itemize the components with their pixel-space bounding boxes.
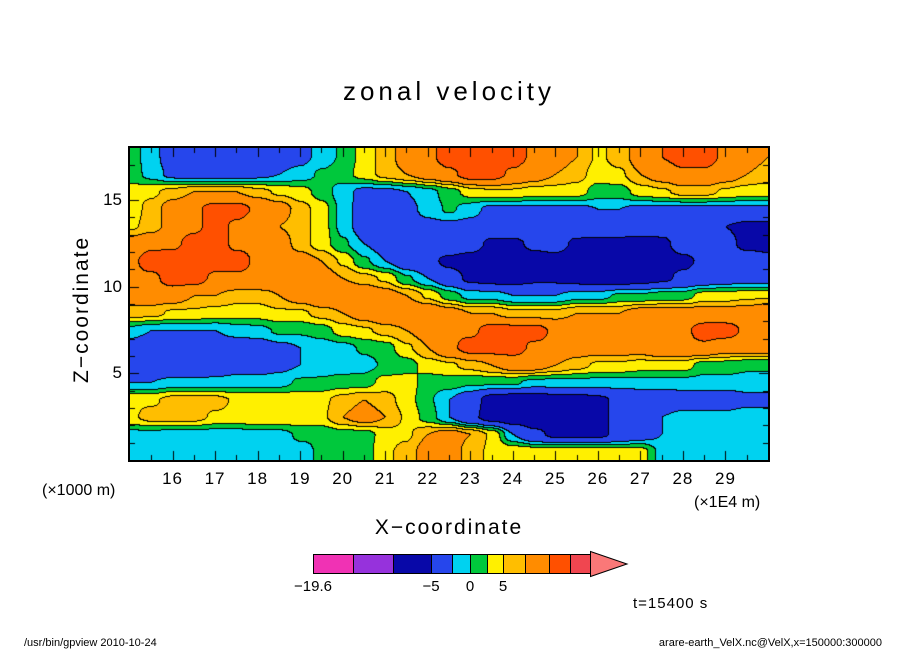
x-tick-label: 19: [289, 469, 311, 488]
colorbar-arrow: [590, 550, 629, 578]
y-axis-label: Z−coordinate: [70, 235, 93, 383]
colorbar-segment: [452, 554, 471, 574]
x-tick-label: 18: [247, 469, 269, 488]
colorbar-tick-label: −19.6: [294, 578, 332, 595]
x-tick-label: 23: [459, 469, 481, 488]
colorbar-tick-label: −5: [422, 578, 440, 595]
plot-title: zonal velocity: [342, 76, 556, 106]
x-tick-label: 21: [374, 469, 396, 488]
footer-command: /usr/bin/gpview 2010-10-24: [24, 637, 157, 649]
x-tick-label: 22: [417, 469, 439, 488]
x-tick-label: 25: [544, 469, 566, 488]
colorbar-tick-label: 0: [465, 578, 475, 595]
colorbar-segment: [313, 554, 354, 574]
colorbar-segment: [393, 554, 432, 574]
colorbar-segment: [353, 554, 394, 574]
colorbar: [313, 550, 643, 578]
x-tick-label: 20: [332, 469, 354, 488]
colorbar-segment: [549, 554, 571, 574]
x-axis-unit: (×1E4 m): [694, 494, 761, 511]
y-tick-label: 15: [103, 190, 122, 209]
x-tick-label: 17: [204, 469, 226, 488]
x-tick-label: 28: [672, 469, 694, 488]
colorbar-tick-label: 5: [498, 578, 508, 595]
time-annotation: t=15400 s: [633, 595, 709, 612]
y-axis-unit: (×1000 m): [42, 482, 116, 499]
x-tick-label: 27: [629, 469, 651, 488]
footer-filename: arare-earth_VelX.nc@VelX,x=150000:300000: [658, 637, 882, 649]
x-tick-label: 26: [587, 469, 609, 488]
y-tick-label: 10: [103, 276, 122, 296]
colorbar-segment: [503, 554, 526, 574]
colorbar-segment: [525, 554, 550, 574]
colorbar-segment: [470, 554, 488, 574]
colorbar-segment: [431, 554, 453, 574]
colorbar-svg: [313, 550, 629, 578]
colorbar-segment: [570, 554, 591, 574]
x-tick-label: 24: [502, 469, 524, 488]
x-tick-label: 16: [162, 469, 183, 488]
x-axis-label: X−coordinate: [374, 516, 524, 539]
y-tick-label: 5: [112, 363, 122, 383]
colorbar-segment: [487, 554, 504, 574]
x-tick-label: 29: [714, 469, 736, 488]
contour-plot-canvas: [128, 146, 770, 462]
